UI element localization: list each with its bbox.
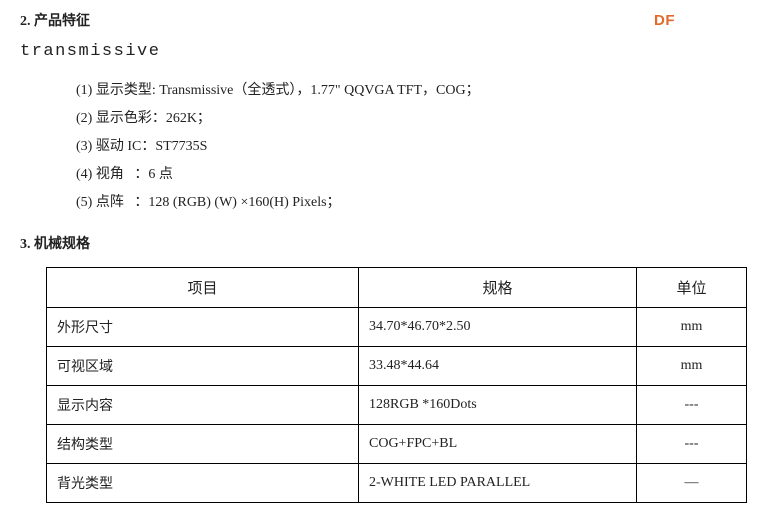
table-header-row: 项目 规格 单位 (47, 268, 747, 308)
table-header-unit: 单位 (637, 268, 747, 308)
cell-spec: 33.48*44.64 (359, 347, 637, 386)
mechanical-spec-table: 项目 规格 单位 外形尺寸 34.70*46.70*2.50 mm 可视区域 3… (46, 267, 747, 503)
table-row: 显示内容 128RGB *160Dots --- (47, 386, 747, 425)
table-header-spec: 规格 (359, 268, 637, 308)
section-2-spec-list: (1) 显示类型: Transmissive（全透式），1.77" QQVGA … (76, 77, 741, 217)
cell-item: 背光类型 (47, 464, 359, 503)
cell-item: 外形尺寸 (47, 308, 359, 347)
cell-item: 结构类型 (47, 425, 359, 464)
cell-spec: 128RGB *160Dots (359, 386, 637, 425)
cell-unit: --- (637, 425, 747, 464)
cell-item: 显示内容 (47, 386, 359, 425)
section-3-heading: 3. 机械规格 (20, 233, 741, 253)
spec-item: (1) 显示类型: Transmissive（全透式），1.77" QQVGA … (76, 77, 741, 105)
page-body: 2. 产品特征 transmissive (1) 显示类型: Transmiss… (0, 0, 761, 503)
watermark-badge: DF (654, 12, 675, 29)
cell-unit: mm (637, 308, 747, 347)
spec-item: (2) 显示色彩：262K； (76, 105, 741, 133)
cell-spec: 2-WHITE LED PARALLEL (359, 464, 637, 503)
cell-item: 可视区域 (47, 347, 359, 386)
cell-spec: COG+FPC+BL (359, 425, 637, 464)
spec-item: (3) 驱动 IC：ST7735S (76, 133, 741, 161)
section-2-keyword: transmissive (20, 42, 741, 61)
table-row: 可视区域 33.48*44.64 mm (47, 347, 747, 386)
cell-unit: --- (637, 386, 747, 425)
spec-item: (5) 点阵 ：128 (RGB) (W) ×160(H) Pixels； (76, 189, 741, 217)
cell-spec: 34.70*46.70*2.50 (359, 308, 637, 347)
section-2-heading: 2. 产品特征 (20, 10, 741, 30)
spec-item: (4) 视角 ：6 点 (76, 161, 741, 189)
table-header-item: 项目 (47, 268, 359, 308)
cell-unit: mm (637, 347, 747, 386)
table-row: 结构类型 COG+FPC+BL --- (47, 425, 747, 464)
cell-unit: — (637, 464, 747, 503)
table-row: 外形尺寸 34.70*46.70*2.50 mm (47, 308, 747, 347)
table-row: 背光类型 2-WHITE LED PARALLEL — (47, 464, 747, 503)
